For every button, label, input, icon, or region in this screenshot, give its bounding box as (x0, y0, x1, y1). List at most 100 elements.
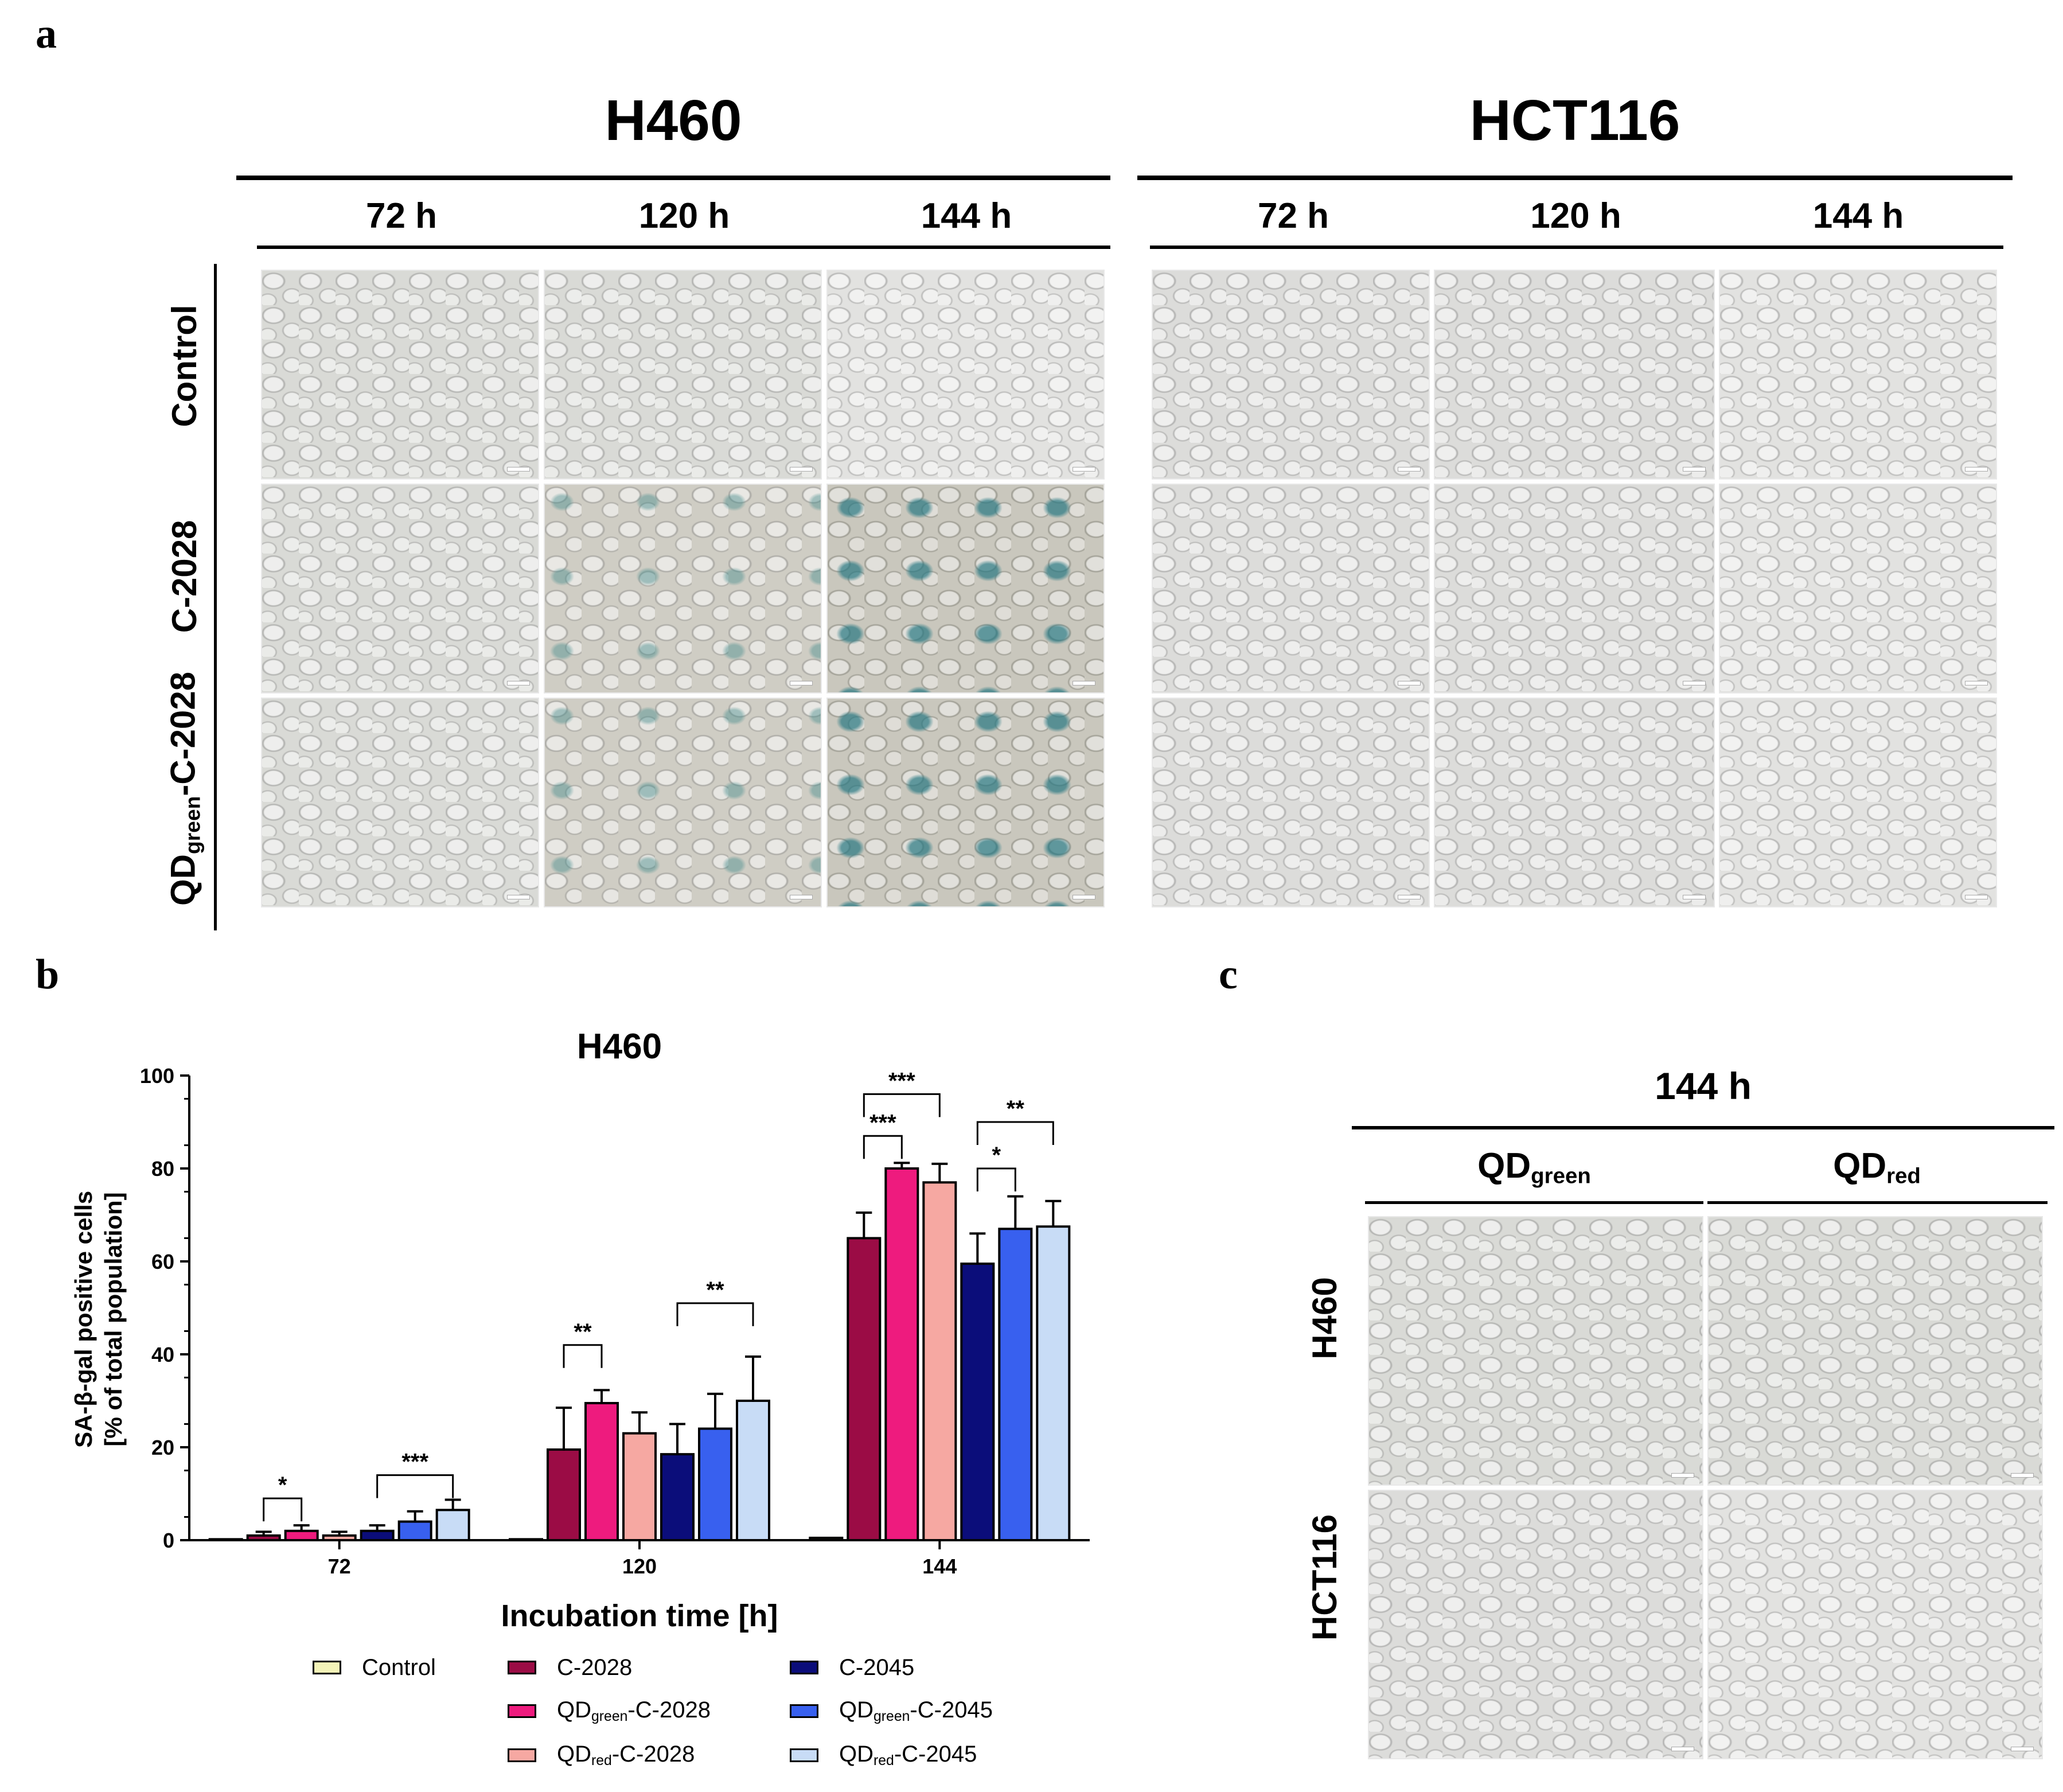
micrograph (1434, 270, 1715, 480)
significance-label: * (992, 1143, 1001, 1168)
bar (208, 1538, 243, 1542)
scale-bar (1671, 1473, 1694, 1478)
micrograph (1719, 484, 1997, 694)
h460-time-rule (257, 246, 1110, 249)
y-tick-label: 60 (151, 1250, 174, 1273)
panel-c-col-rule (1365, 1201, 1703, 1204)
y-tick-label: 80 (151, 1157, 174, 1181)
micrograph (261, 484, 539, 694)
significance-bracket (263, 1497, 303, 1522)
significance-bracket (563, 1344, 603, 1368)
scale-bar (2011, 1473, 2034, 1478)
significance-bracket (376, 1474, 454, 1498)
bar (736, 1400, 770, 1541)
significance-bracket (976, 1121, 1054, 1145)
significance-label: *** (888, 1068, 915, 1093)
legend-item-qdred-c2028: QDred-C-2028 (508, 1741, 695, 1770)
micrograph (1368, 1216, 1703, 1486)
scale-bar (790, 467, 813, 472)
bar (246, 1534, 281, 1542)
legend-label: QDred-C-2028 (557, 1741, 695, 1769)
micrograph (826, 270, 1105, 480)
micrograph (1434, 484, 1715, 694)
micrograph (261, 698, 539, 907)
bar (922, 1181, 957, 1541)
x-axis-label: Incubation time [h] (501, 1599, 778, 1633)
scale-bar (1683, 467, 1706, 472)
h460-time-header: 144 h (921, 196, 1012, 236)
senescence-bar-chart: H460 SA-β-gal positive cells [% of total… (70, 1027, 1090, 1633)
scale-bar (790, 681, 813, 685)
significance-label: *** (869, 1110, 896, 1135)
panel-a-letter: a (36, 10, 57, 57)
y-axis-label: SA-β-gal positive cells [% of total popu… (70, 1191, 127, 1448)
legend-item-qdred-c2045: QDred-C-2045 (790, 1741, 977, 1770)
micrograph (1434, 698, 1715, 907)
bar (584, 1402, 619, 1541)
significance-label: ** (706, 1277, 724, 1303)
scale-bar (1398, 681, 1421, 685)
micrograph (1707, 1216, 2043, 1486)
micrograph (1368, 1490, 1703, 1759)
legend-swatch (790, 1704, 818, 1718)
row-label-qdgreen-c2028: QDgreen-C-2028 (163, 671, 205, 906)
hct116-time-header: 144 h (1812, 196, 1904, 236)
h460-group-rule (236, 176, 1110, 180)
significance-bracket (976, 1167, 1016, 1191)
row-label-control: Control (165, 305, 204, 427)
scale-bar (1073, 895, 1095, 899)
y-tick-label: 20 (151, 1436, 174, 1459)
legend-swatch (508, 1748, 536, 1762)
scale-bar (1683, 895, 1706, 899)
significance-label: ** (574, 1319, 592, 1345)
scale-bar (1398, 895, 1421, 899)
scale-bar (1965, 467, 1988, 472)
hct116-group-title: HCT116 (1469, 88, 1680, 153)
hct116-time-header: 120 h (1530, 196, 1621, 236)
y-tick-label: 100 (140, 1064, 174, 1088)
scale-bar (1965, 895, 1988, 899)
scale-bar (1073, 467, 1095, 472)
hct116-group-rule (1137, 176, 2013, 180)
significance-label: * (278, 1472, 287, 1498)
panel-c-col-rule (1707, 1201, 2048, 1204)
row-label-rule (214, 264, 217, 930)
legend-swatch (790, 1661, 818, 1674)
legend-item-c2028: C-2028 (508, 1653, 632, 1682)
significance-bracket (676, 1302, 754, 1326)
bar (884, 1167, 919, 1541)
bar (998, 1228, 1033, 1541)
x-tick-label: 120 (622, 1555, 657, 1578)
legend-label: QDgreen-C-2028 (557, 1697, 711, 1725)
x-tick-label: 72 (328, 1555, 351, 1578)
legend-label: C-2028 (557, 1654, 633, 1680)
legend-label: QDred-C-2045 (839, 1741, 977, 1769)
hct116-time-header: 72 h (1257, 196, 1329, 236)
bar (622, 1432, 657, 1542)
scale-bar (1671, 1747, 1694, 1751)
bar (360, 1529, 395, 1541)
micrograph (1152, 698, 1430, 907)
bar (322, 1534, 357, 1542)
legend-swatch (508, 1704, 536, 1718)
bar (397, 1520, 432, 1541)
h460-time-header: 120 h (638, 196, 730, 236)
y-axis-label-line1: SA-β-gal positive cells (70, 1191, 97, 1448)
scale-bar (1965, 681, 1988, 685)
panel-c-row-hct116: HCT116 (1305, 1514, 1344, 1641)
significance-label: *** (401, 1450, 428, 1475)
scale-bar (507, 681, 530, 685)
panel-c-time-rule (1352, 1126, 2054, 1129)
bar (660, 1453, 695, 1542)
significance-label: ** (1007, 1096, 1025, 1121)
bar (509, 1538, 543, 1542)
panel-c-row-h460: H460 (1305, 1277, 1344, 1359)
y-tick-label: 0 (163, 1529, 174, 1552)
bar (1036, 1225, 1071, 1541)
legend-swatch (313, 1661, 341, 1674)
legend-label: C-2045 (839, 1654, 915, 1680)
panel-c-col-qdred: QDred (1833, 1146, 1921, 1189)
micrograph (261, 270, 539, 480)
micrograph (544, 484, 822, 694)
x-tick-label: 144 (922, 1555, 957, 1578)
